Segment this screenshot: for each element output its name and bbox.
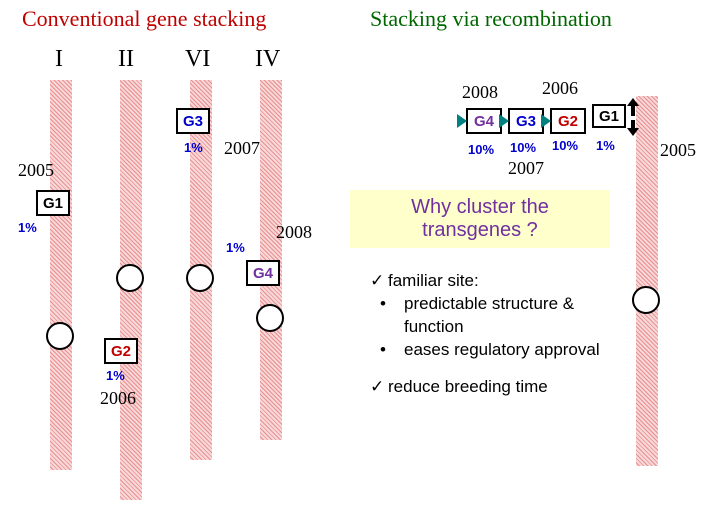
bullet-breeding: reduce breeding time — [388, 377, 548, 396]
sub-predictable: predictable structure & function — [404, 294, 574, 336]
gene-box: G1 — [36, 190, 70, 216]
arrow-down-icon — [628, 120, 638, 136]
percent-label: 1% — [184, 140, 203, 155]
centromere-icon — [186, 264, 214, 292]
check-icon: ✓ — [370, 270, 388, 293]
roman-numeral: II — [118, 46, 134, 73]
title-conventional: Conventional gene stacking — [22, 6, 266, 32]
bullet-dot-icon: • — [392, 339, 404, 362]
bullet-familiar: familiar site: — [388, 271, 479, 290]
gene-box: G2 — [550, 108, 586, 134]
roman-numeral: IV — [255, 46, 280, 73]
chromosome — [636, 96, 658, 466]
centromere-icon — [256, 304, 284, 332]
percent-label: 1% — [226, 240, 245, 255]
arrow-up-icon — [628, 100, 638, 116]
roman-numeral: I — [55, 46, 63, 73]
year-label: 2008 — [462, 82, 498, 103]
bullet-dot-icon: • — [392, 293, 404, 316]
why-line1: Why cluster the — [411, 196, 549, 218]
why-line2: transgenes ? — [422, 219, 538, 241]
year-label: 2005 — [660, 140, 696, 161]
triangle-icon — [457, 114, 467, 128]
year-label: 2005 — [18, 160, 54, 181]
percent-label: 10% — [510, 140, 536, 155]
roman-numeral: VI — [185, 46, 210, 73]
percent-label: 10% — [552, 138, 578, 153]
check-icon: ✓ — [370, 376, 388, 399]
chromosome — [50, 80, 72, 470]
gene-box: G4 — [246, 260, 280, 286]
triangle-icon — [541, 114, 551, 128]
title-recombination: Stacking via recombination — [370, 6, 612, 32]
percent-label: 1% — [18, 220, 37, 235]
year-label: 2007 — [508, 158, 544, 179]
percent-label: 1% — [596, 138, 615, 153]
percent-label: 1% — [106, 368, 125, 383]
why-cluster-box: Why cluster the transgenes ? — [350, 190, 610, 248]
percent-label: 10% — [468, 142, 494, 157]
year-label: 2008 — [276, 222, 312, 243]
bullet-list: ✓familiar site: •predictable structure &… — [370, 270, 620, 399]
gene-box: G3 — [176, 108, 210, 134]
triangle-icon — [499, 114, 509, 128]
centromere-icon — [632, 286, 660, 314]
gene-box: G4 — [466, 108, 502, 134]
gene-box: G3 — [508, 108, 544, 134]
centromere-icon — [46, 322, 74, 350]
centromere-icon — [116, 264, 144, 292]
year-label: 2006 — [100, 388, 136, 409]
sub-regulatory: eases regulatory approval — [404, 340, 600, 359]
year-label: 2007 — [224, 138, 260, 159]
gene-box: G2 — [104, 338, 138, 364]
gene-box: G1 — [592, 104, 626, 128]
year-label: 2006 — [542, 78, 578, 99]
